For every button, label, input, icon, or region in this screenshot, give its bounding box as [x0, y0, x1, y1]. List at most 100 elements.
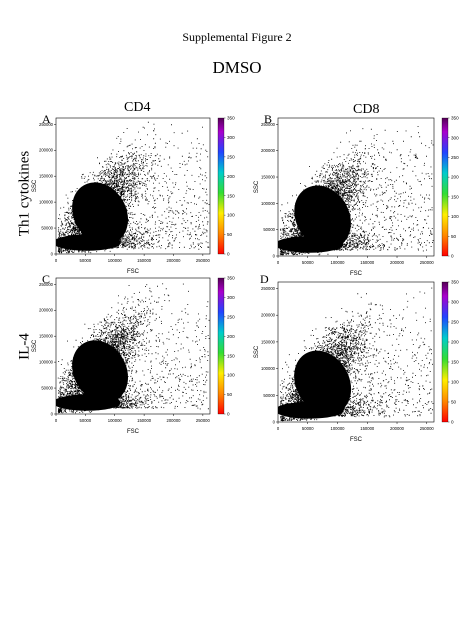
colorbar-tick-label: 50	[451, 400, 457, 405]
colorbar	[217, 117, 225, 255]
y-tick-label: 200000	[261, 148, 276, 153]
x-tick-label: 100000	[108, 418, 123, 423]
y-tick-label: 50000	[263, 227, 275, 232]
colorbar-tick-label: 0	[451, 420, 454, 425]
colorbar	[217, 277, 225, 415]
colorbar	[441, 281, 449, 423]
colorbar-tick-label: 150	[227, 353, 235, 358]
x-tick-label: 50000	[302, 260, 314, 265]
y-tick-label: 250000	[261, 286, 276, 291]
x-tick-label: 200000	[167, 418, 182, 423]
colorbar-tick-label: 300	[227, 295, 235, 300]
y-axis-label: SSC	[32, 339, 38, 352]
colorbar-tick-label: 300	[227, 135, 235, 140]
supplemental-figure-title: Supplemental Figure 2	[182, 30, 292, 44]
x-tick-label: 250000	[420, 426, 435, 431]
x-tick-label: 50000	[80, 258, 92, 263]
x-tick-label: 50000	[302, 426, 314, 431]
x-tick-label: 100000	[331, 426, 346, 431]
colorbar-tick-label: 50	[227, 232, 233, 237]
colorbar-tick-label: 50	[227, 392, 233, 397]
x-tick-label: 0	[55, 258, 58, 263]
panel-letter-a: A	[42, 112, 51, 126]
colorbar	[441, 117, 449, 257]
colorbar-tick-label: 100	[227, 373, 235, 378]
colorbar-tick-label: 200	[227, 174, 235, 179]
x-tick-label: 150000	[360, 260, 375, 265]
x-axis-label: FSC	[127, 429, 140, 435]
y-tick-label: 250000	[39, 282, 54, 287]
scatter-panel-c: 0 50000 100000 150000 200000 250000 0 50000 1000…	[32, 276, 235, 435]
panel-letter-b: B	[264, 112, 273, 126]
colorbar-tick-label: 200	[451, 175, 459, 180]
scatter-points-b	[278, 126, 434, 256]
colorbar-tick-label: 200	[451, 340, 459, 345]
x-tick-label: 0	[277, 426, 280, 431]
y-tick-label: 150000	[261, 339, 276, 344]
colorbar-tick-label: 350	[451, 116, 459, 121]
panel-letter-c: C	[42, 272, 51, 286]
y-tick-label: 200000	[39, 308, 54, 313]
x-tick-label: 150000	[137, 418, 152, 423]
colorbar-tick-label: 300	[451, 135, 459, 140]
y-axis-label: SSC	[254, 345, 260, 358]
column-title-cd4: CD4	[124, 100, 151, 115]
x-axis-label: FSC	[350, 437, 363, 443]
colorbar-tick-label: 150	[451, 194, 459, 199]
x-axis-label: FSC	[350, 271, 363, 277]
y-tick-label: 0	[273, 420, 276, 425]
y-tick-label: 200000	[39, 148, 54, 153]
x-tick-label: 0	[55, 418, 58, 423]
colorbar-tick-label: 200	[227, 334, 235, 339]
column-title-cd8: CD8	[353, 102, 380, 117]
x-tick-label: 100000	[331, 260, 346, 265]
colorbar-tick-label: 150	[227, 193, 235, 198]
x-tick-label: 50000	[80, 418, 92, 423]
colorbar-tick-label: 300	[451, 300, 459, 305]
x-tick-label: 200000	[390, 260, 405, 265]
y-axis-label: SSC	[32, 179, 38, 192]
scatter-panel-d: 0 50000 100000 150000 200000 2500000500001000…	[254, 280, 459, 443]
x-tick-label: 100000	[108, 258, 123, 263]
x-tick-label: 250000	[420, 260, 435, 265]
y-tick-label: 150000	[39, 174, 54, 179]
colorbar-tick-label: 250	[227, 154, 235, 159]
y-tick-label: 0	[51, 412, 54, 417]
x-tick-label: 250000	[196, 418, 211, 423]
y-tick-label: 150000	[39, 334, 54, 339]
scatter-panel-a: 0 50000 100000 150000 200000 250000 0 50000 1000…	[32, 116, 235, 275]
colorbar-tick-label: 100	[451, 214, 459, 219]
x-tick-label: 150000	[360, 426, 375, 431]
colorbar-tick-label: 100	[227, 213, 235, 218]
y-tick-label: 250000	[39, 122, 54, 127]
y-tick-label: 250000	[261, 122, 276, 127]
colorbar-tick-label: 350	[227, 276, 235, 281]
colorbar-tick-label: 0	[227, 252, 230, 257]
y-tick-label: 100000	[261, 201, 276, 206]
y-tick-label: 200000	[261, 313, 276, 318]
scatter-points-c	[56, 283, 210, 414]
y-tick-label: 50000	[41, 226, 53, 231]
panel-letter-d: D	[260, 272, 269, 286]
colorbar-tick-label: 350	[227, 116, 235, 121]
x-tick-label: 0	[277, 260, 280, 265]
y-tick-label: 50000	[41, 386, 53, 391]
y-tick-label: 0	[273, 254, 276, 259]
colorbar-tick-label: 50	[451, 234, 457, 239]
y-tick-label: 100000	[39, 360, 54, 365]
x-tick-label: 200000	[167, 258, 182, 263]
colorbar-tick-label: 100	[451, 380, 459, 385]
y-tick-label: 50000	[263, 393, 275, 398]
x-tick-label: 150000	[137, 258, 152, 263]
x-tick-label: 200000	[390, 426, 405, 431]
scatter-panel-b: 0 50000 100000 150000 200000 2500000500001000…	[254, 116, 459, 277]
x-tick-label: 250000	[196, 258, 211, 263]
y-axis-label: SSC	[254, 180, 260, 193]
colorbar-tick-label: 150	[451, 360, 459, 365]
colorbar-tick-label: 0	[451, 254, 454, 259]
x-axis-label: FSC	[127, 269, 140, 275]
scatter-points-d	[278, 287, 434, 422]
colorbar-tick-label: 350	[451, 280, 459, 285]
y-tick-label: 100000	[39, 200, 54, 205]
y-tick-label: 100000	[261, 366, 276, 371]
